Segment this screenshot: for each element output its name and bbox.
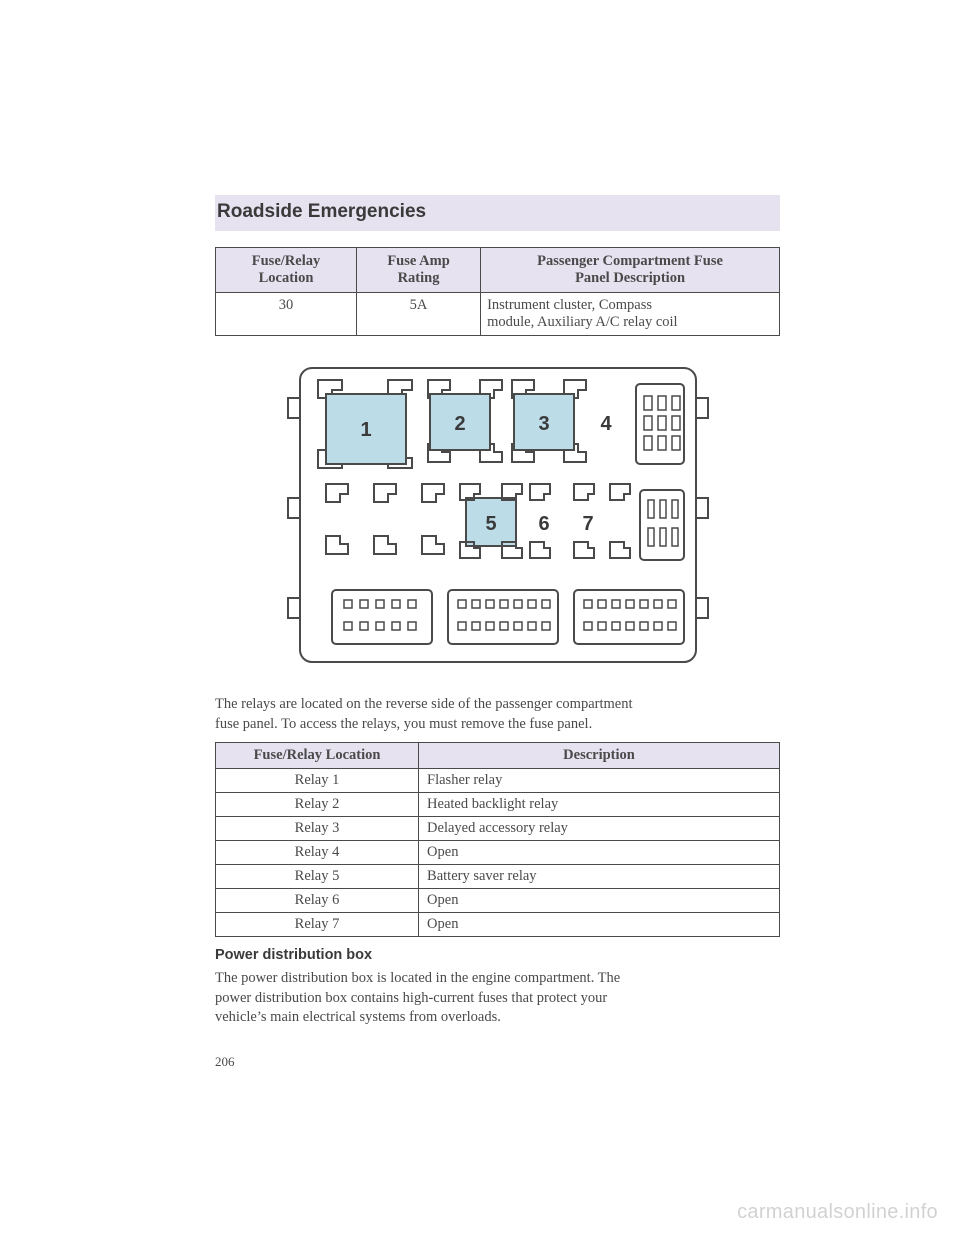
- text-line: The power distribution box is located in…: [215, 970, 620, 986]
- desc-line: Instrument cluster, Compass: [487, 297, 652, 313]
- cell-description: Battery saver relay: [419, 865, 780, 889]
- table-row: Relay 6 Open: [216, 889, 780, 913]
- cell-location: Relay 1: [216, 769, 419, 793]
- relay-label-5: 5: [485, 513, 496, 535]
- cell-description: Open: [419, 913, 780, 937]
- cell-location: Relay 2: [216, 793, 419, 817]
- table-row: Relay 2 Heated backlight relay: [216, 793, 780, 817]
- table-row: Relay 5 Battery saver relay: [216, 865, 780, 889]
- cell-location: Relay 7: [216, 913, 419, 937]
- relay-label-7: 7: [582, 513, 593, 535]
- col-header-description: Description: [419, 743, 780, 769]
- desc-line: module, Auxiliary A/C relay coil: [487, 314, 677, 330]
- col-header-line: Fuse Amp: [387, 253, 449, 269]
- relay-table: Fuse/Relay Location Description Relay 1 …: [215, 742, 780, 937]
- text-line: The relays are located on the reverse si…: [215, 696, 633, 712]
- table-row: Relay 3 Delayed accessory relay: [216, 817, 780, 841]
- cell-description: Open: [419, 841, 780, 865]
- table-row: Fuse/Relay Location Description: [216, 743, 780, 769]
- table-row: Relay 4 Open: [216, 841, 780, 865]
- cell-rating: 5A: [357, 293, 481, 336]
- watermark-text: carmanualsonline.info: [737, 1201, 938, 1224]
- relay-label-6: 6: [538, 513, 549, 535]
- section-title: Roadside Emergencies: [215, 201, 780, 223]
- cell-location: 30: [216, 293, 357, 336]
- col-header-line: Passenger Compartment Fuse: [537, 253, 723, 269]
- cell-description: Delayed accessory relay: [419, 817, 780, 841]
- col-header-location: Fuse/Relay Location: [216, 248, 357, 293]
- text-line: power distribution box contains high-cur…: [215, 990, 607, 1006]
- fuse-table: Fuse/Relay Location Fuse Amp Rating Pass…: [215, 247, 780, 336]
- table-row: 30 5A Instrument cluster, Compass module…: [216, 293, 780, 336]
- relay-label-4: 4: [600, 413, 612, 435]
- col-header-line: Fuse/Relay: [252, 253, 320, 269]
- section-header: Roadside Emergencies: [215, 195, 780, 231]
- cell-location: Relay 3: [216, 817, 419, 841]
- relay-label-3: 3: [538, 413, 549, 435]
- pdb-paragraph: The power distribution box is located in…: [215, 969, 780, 1028]
- table-row: Relay 7 Open: [216, 913, 780, 937]
- col-header-rating: Fuse Amp Rating: [357, 248, 481, 293]
- cell-description: Flasher relay: [419, 769, 780, 793]
- cell-location: Relay 5: [216, 865, 419, 889]
- cell-description: Instrument cluster, Compass module, Auxi…: [481, 293, 780, 336]
- cell-location: Relay 4: [216, 841, 419, 865]
- cell-description: Open: [419, 889, 780, 913]
- subsection-heading: Power distribution box: [215, 947, 780, 963]
- col-header-line: Panel Description: [575, 270, 685, 286]
- table-row: Fuse/Relay Location Fuse Amp Rating Pass…: [216, 248, 780, 293]
- col-header-location: Fuse/Relay Location: [216, 743, 419, 769]
- col-header-line: Location: [259, 270, 314, 286]
- relay-label-1: 1: [360, 419, 371, 441]
- cell-description: Heated backlight relay: [419, 793, 780, 817]
- relay-diagram: 1 2 3 4: [215, 350, 780, 685]
- text-line: vehicle’s main electrical systems from o…: [215, 1009, 501, 1025]
- relay-label-2: 2: [454, 413, 465, 435]
- page-number: 206: [215, 1054, 780, 1070]
- cell-location: Relay 6: [216, 889, 419, 913]
- table-row: Relay 1 Flasher relay: [216, 769, 780, 793]
- relay-intro-text: The relays are located on the reverse si…: [215, 695, 780, 734]
- text-line: fuse panel. To access the relays, you mu…: [215, 716, 592, 732]
- col-header-line: Rating: [398, 270, 440, 286]
- col-header-description: Passenger Compartment Fuse Panel Descrip…: [481, 248, 780, 293]
